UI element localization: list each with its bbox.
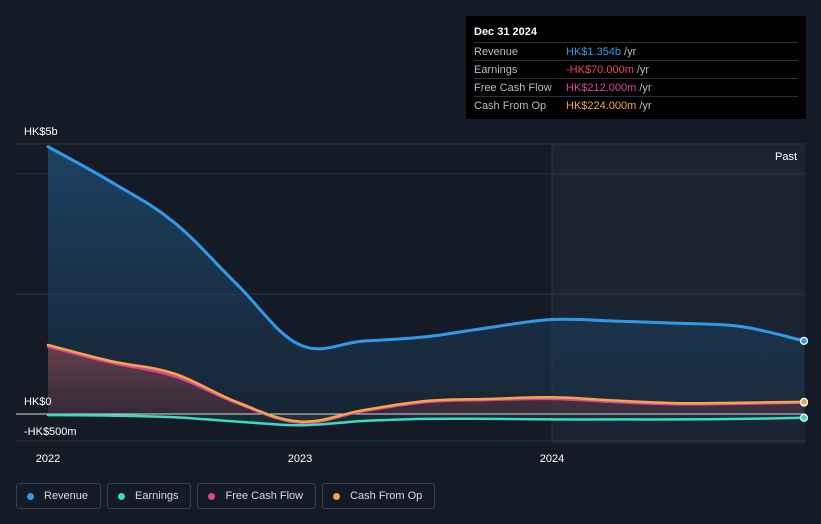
legend-dot-icon xyxy=(118,492,126,500)
tooltip-row-free-cash-flow: Free Cash Flow HK$212.000m/yr xyxy=(474,78,798,96)
x-tick-2024: 2024 xyxy=(540,453,564,465)
tooltip-row-value: HK$212.000m xyxy=(566,81,637,94)
series-endpoints xyxy=(799,336,809,422)
chart-area: Past 2022 2023 2024 xyxy=(16,143,809,465)
area-earnings xyxy=(48,414,804,426)
tooltip-row-earnings: Earnings -HK$70.000m/yr xyxy=(474,60,798,78)
legend: Revenue Earnings Free Cash Flow Cash From O… xyxy=(16,483,436,509)
y-tick-bottom: -HK$500m xyxy=(24,426,77,438)
endpoint-cash-from-op xyxy=(799,397,809,407)
legend-label: Free Cash Flow xyxy=(225,490,304,502)
x-axis-ticks: 2022 2023 2024 xyxy=(36,453,564,465)
tooltip-row-label: Cash From Op xyxy=(474,99,547,112)
line-revenue xyxy=(46,145,806,351)
tooltip-row-unit: /yr xyxy=(639,81,652,94)
line-earnings xyxy=(46,413,806,427)
tooltip-row-value: HK$224.000m xyxy=(566,99,637,112)
legend-item-free-cash-flow[interactable]: Free Cash Flow xyxy=(197,483,317,509)
tooltip-date: Dec 31 2024 xyxy=(474,26,537,38)
x-tick-2023: 2023 xyxy=(288,453,312,465)
legend-dot-icon xyxy=(27,492,34,500)
legend-dot-icon xyxy=(208,492,216,500)
series-lines xyxy=(46,145,806,427)
tooltip: Dec 31 2024 Revenue HK$1.354b/yr Earnings -… xyxy=(466,16,806,119)
legend-item-cash-from-op[interactable]: Cash From Op xyxy=(322,483,436,509)
legend-item-revenue[interactable]: Revenue xyxy=(16,483,102,509)
tooltip-row-unit: /yr xyxy=(624,45,637,58)
legend-item-earnings[interactable]: Earnings xyxy=(107,483,192,509)
y-tick-zero: HK$0 xyxy=(24,396,52,408)
endpoint-earnings xyxy=(799,413,809,422)
tooltip-row-cash-from-op: Cash From Op HK$224.000m/yr xyxy=(474,96,798,114)
past-label: Past xyxy=(775,151,797,163)
endpoint-revenue xyxy=(799,336,809,345)
tooltip-row-unit: /yr xyxy=(639,99,652,112)
legend-label: Cash From Op xyxy=(350,490,423,502)
tooltip-row-label: Revenue xyxy=(474,45,519,58)
legend-label: Earnings xyxy=(135,490,179,502)
x-tick-2022: 2022 xyxy=(36,453,60,465)
y-tick-top: HK$5b xyxy=(24,126,58,138)
tooltip-row-value: HK$1.354b xyxy=(566,45,622,58)
tooltip-row-unit: /yr xyxy=(636,63,650,76)
legend-label: Revenue xyxy=(44,490,89,502)
tooltip-row-revenue: Revenue HK$1.354b/yr xyxy=(474,42,798,60)
line-cash-from-op xyxy=(46,343,806,423)
tooltip-row-label: Earnings xyxy=(474,63,518,76)
tooltip-row-label: Free Cash Flow xyxy=(474,81,552,94)
legend-dot-icon xyxy=(333,492,341,500)
area-revenue xyxy=(48,146,804,414)
tooltip-row-value: -HK$70.000m xyxy=(566,63,634,76)
